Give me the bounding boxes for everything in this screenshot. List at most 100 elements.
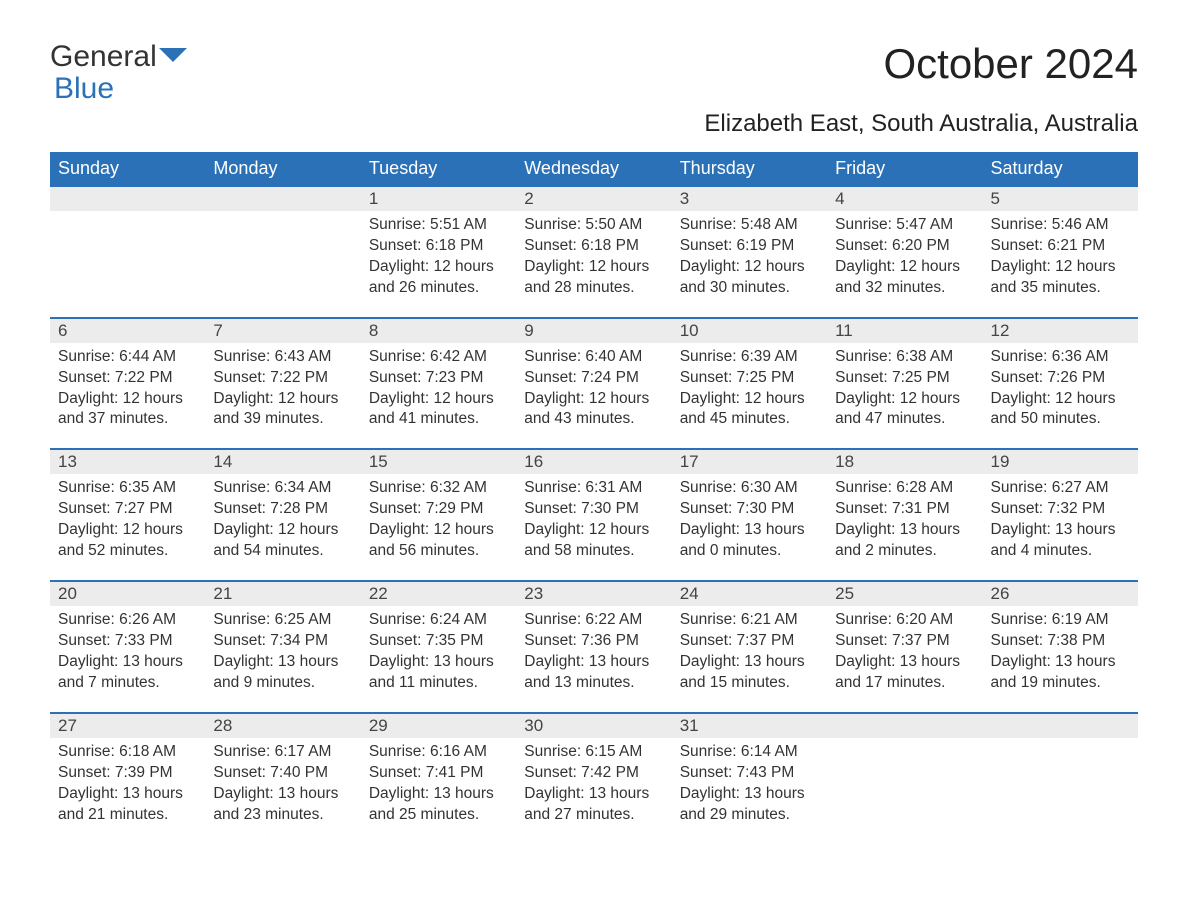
col-hdr: Thursday — [672, 152, 827, 186]
sunset-line: Sunset: 7:32 PM — [991, 499, 1130, 520]
sunset-line: Sunset: 7:25 PM — [680, 368, 819, 389]
sunset-line: Sunset: 7:37 PM — [835, 631, 974, 652]
daylight-line-1: Daylight: 12 hours — [524, 389, 663, 410]
day-number-cell: 10 — [672, 318, 827, 343]
daylight-line-1: Daylight: 13 hours — [213, 652, 352, 673]
daylight-line-2: and 0 minutes. — [680, 541, 819, 562]
day-data-cell: Sunrise: 6:30 AMSunset: 7:30 PMDaylight:… — [672, 474, 827, 581]
sunset-line: Sunset: 6:18 PM — [524, 236, 663, 257]
day-number-cell — [827, 713, 982, 738]
page-title: October 2024 — [883, 40, 1138, 88]
day-number-cell — [205, 186, 360, 211]
daylight-line-2: and 43 minutes. — [524, 409, 663, 430]
sunrise-line: Sunrise: 6:22 AM — [524, 610, 663, 631]
sunrise-line: Sunrise: 6:30 AM — [680, 478, 819, 499]
sunset-line: Sunset: 6:18 PM — [369, 236, 508, 257]
daylight-line-1: Daylight: 12 hours — [213, 520, 352, 541]
day-data-cell: Sunrise: 6:27 AMSunset: 7:32 PMDaylight:… — [983, 474, 1138, 581]
sunset-line: Sunset: 7:42 PM — [524, 763, 663, 784]
day-number-cell: 21 — [205, 581, 360, 606]
sunrise-line: Sunrise: 5:50 AM — [524, 215, 663, 236]
day-number-cell: 24 — [672, 581, 827, 606]
daylight-line-1: Daylight: 13 hours — [369, 784, 508, 805]
sunrise-line: Sunrise: 6:26 AM — [58, 610, 197, 631]
day-number-cell: 4 — [827, 186, 982, 211]
sunset-line: Sunset: 7:23 PM — [369, 368, 508, 389]
daylight-line-1: Daylight: 13 hours — [991, 520, 1130, 541]
sunset-line: Sunset: 6:21 PM — [991, 236, 1130, 257]
day-number-cell: 6 — [50, 318, 205, 343]
day-number-cell: 30 — [516, 713, 671, 738]
daylight-line-1: Daylight: 13 hours — [991, 652, 1130, 673]
sunrise-line: Sunrise: 6:27 AM — [991, 478, 1130, 499]
daylight-line-1: Daylight: 13 hours — [835, 652, 974, 673]
sunrise-line: Sunrise: 6:34 AM — [213, 478, 352, 499]
daylight-line-2: and 28 minutes. — [524, 278, 663, 299]
sunrise-line: Sunrise: 6:25 AM — [213, 610, 352, 631]
day-data-cell: Sunrise: 6:34 AMSunset: 7:28 PMDaylight:… — [205, 474, 360, 581]
sunrise-line: Sunrise: 6:15 AM — [524, 742, 663, 763]
sunset-line: Sunset: 7:24 PM — [524, 368, 663, 389]
logo-word-2: Blue — [54, 72, 114, 105]
col-hdr: Monday — [205, 152, 360, 186]
daydata-row: Sunrise: 6:44 AMSunset: 7:22 PM Daylight:… — [50, 343, 1138, 450]
day-number-cell: 7 — [205, 318, 360, 343]
daynum-row: 13141516171819 — [50, 449, 1138, 474]
sunrise-line: Sunrise: 6:35 AM — [58, 478, 197, 499]
daylight-line-1: Daylight: 13 hours — [213, 784, 352, 805]
daylight-line-1: Daylight: 12 hours — [369, 520, 508, 541]
day-number-cell — [50, 186, 205, 211]
day-number-cell: 14 — [205, 449, 360, 474]
day-data-cell: Sunrise: 5:50 AMSunset: 6:18 PMDaylight:… — [516, 211, 671, 318]
daylight-line-1: Daylight: 13 hours — [58, 784, 197, 805]
sunrise-line: Sunrise: 6:21 AM — [680, 610, 819, 631]
logo: General — [50, 40, 189, 74]
daylight-line-1: Daylight: 12 hours — [835, 257, 974, 278]
daylight-line-1: Daylight: 13 hours — [680, 520, 819, 541]
day-number-cell: 5 — [983, 186, 1138, 211]
daylight-line-1: Daylight: 13 hours — [680, 652, 819, 673]
day-number-cell: 12 — [983, 318, 1138, 343]
daylight-line-2: and 32 minutes. — [835, 278, 974, 299]
daylight-line-1: Daylight: 12 hours — [524, 520, 663, 541]
day-number-cell: 8 — [361, 318, 516, 343]
daylight-line-2: and 45 minutes. — [680, 409, 819, 430]
day-data-cell: Sunrise: 6:39 AMSunset: 7:25 PMDaylight:… — [672, 343, 827, 450]
daylight-line-2: and 41 minutes. — [369, 409, 508, 430]
daylight-line-1: Daylight: 12 hours — [991, 389, 1130, 410]
day-data-cell: Sunrise: 6:20 AMSunset: 7:37 PMDaylight:… — [827, 606, 982, 713]
daylight-line-2: and 9 minutes. — [213, 673, 352, 694]
day-data-cell: Sunrise: 6:40 AMSunset: 7:24 PMDaylight:… — [516, 343, 671, 450]
day-number-cell: 15 — [361, 449, 516, 474]
sunrise-line: Sunrise: 6:44 AM — [58, 347, 197, 368]
daylight-line-1: Daylight: 13 hours — [835, 520, 974, 541]
sunrise-line: Sunrise: 6:38 AM — [835, 347, 974, 368]
daylight-line-2: and 19 minutes. — [991, 673, 1130, 694]
day-number-cell: 2 — [516, 186, 671, 211]
day-number-cell: 1 — [361, 186, 516, 211]
daydata-row: Sunrise: 6:26 AMSunset: 7:33 PMDaylight:… — [50, 606, 1138, 713]
daylight-line-2: and 39 minutes. — [213, 409, 352, 430]
sunrise-line: Sunrise: 6:19 AM — [991, 610, 1130, 631]
day-data-cell: Sunrise: 5:48 AMSunset: 6:19 PMDaylight:… — [672, 211, 827, 318]
sunset-line: Sunset: 7:38 PM — [991, 631, 1130, 652]
day-data-cell: Sunrise: 6:18 AMSunset: 7:39 PMDaylight:… — [50, 738, 205, 844]
day-data-cell: Sunrise: 6:16 AMSunset: 7:41 PMDaylight:… — [361, 738, 516, 844]
day-number-cell: 13 — [50, 449, 205, 474]
day-data-cell: Sunrise: 6:36 AMSunset: 7:26 PMDaylight:… — [983, 343, 1138, 450]
daylight-line-2: and 58 minutes. — [524, 541, 663, 562]
col-hdr: Friday — [827, 152, 982, 186]
day-data-cell: Sunrise: 6:21 AMSunset: 7:37 PMDaylight:… — [672, 606, 827, 713]
day-number-cell: 20 — [50, 581, 205, 606]
sunrise-line: Sunrise: 6:24 AM — [369, 610, 508, 631]
sunset-line: Sunset: 7:40 PM — [213, 763, 352, 784]
daylight-line-2: and 26 minutes. — [369, 278, 508, 299]
sunset-line: Sunset: 7:43 PM — [680, 763, 819, 784]
sunrise-line: Sunrise: 6:43 AM — [213, 347, 352, 368]
sunset-line: Sunset: 7:22 PM — [58, 368, 197, 389]
sunset-line: Sunset: 7:36 PM — [524, 631, 663, 652]
daynum-row: 12345 — [50, 186, 1138, 211]
daylight-line-1: Daylight: 12 hours — [835, 389, 974, 410]
sunrise-line: Sunrise: 6:28 AM — [835, 478, 974, 499]
daylight-line-1: Daylight: 13 hours — [369, 652, 508, 673]
